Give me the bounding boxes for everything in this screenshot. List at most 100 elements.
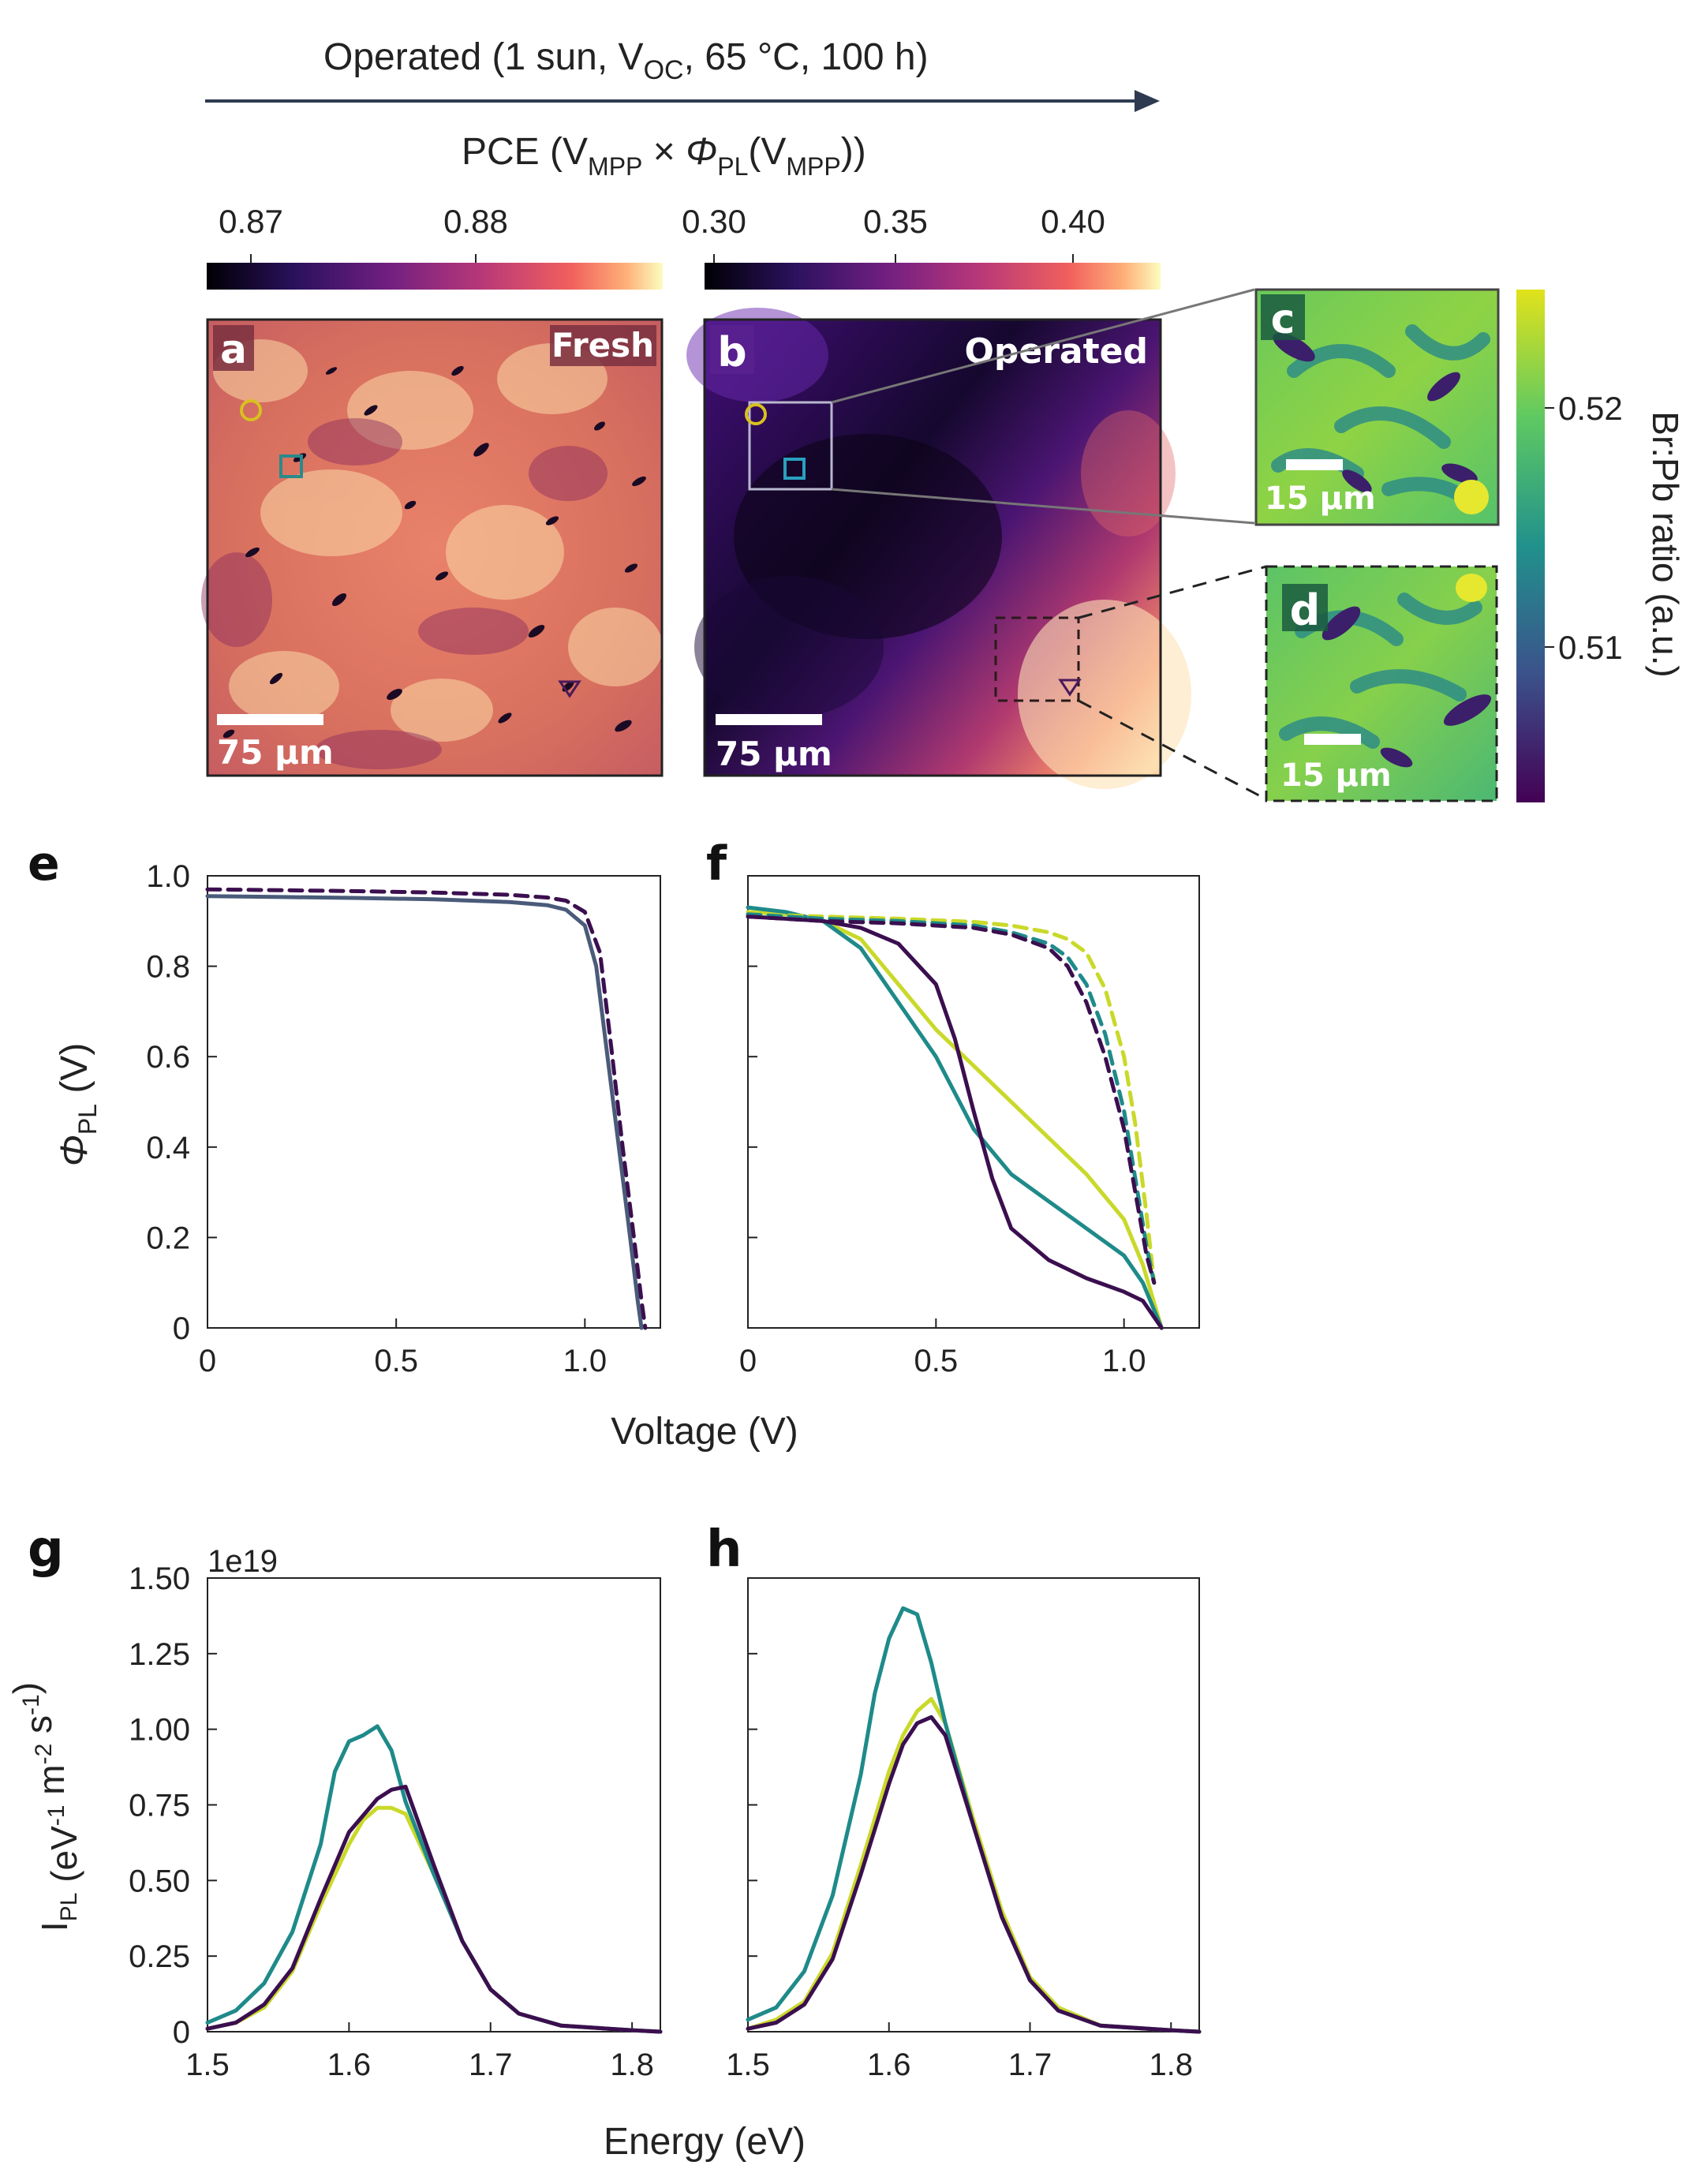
x-tick-label: 1.5 — [726, 2048, 770, 2082]
panel-label-e: e — [28, 836, 60, 892]
roi-triangle-icon — [1058, 679, 1082, 697]
image-tag-fresh: Fresh — [551, 326, 654, 365]
series-line — [746, 1715, 1202, 2034]
series-line — [746, 912, 1157, 1285]
y-label-part: I — [34, 1921, 75, 1932]
colorbar-operated-tick: 0.35 — [863, 203, 928, 240]
series-line — [205, 894, 644, 1330]
colorbar-operated-tick: 0.40 — [1041, 203, 1105, 240]
y-tick-label: 1.50 — [129, 1561, 190, 1596]
y-tick-label: 1.0 — [146, 859, 190, 894]
pce-title: PCE (VMPP × ΦPL(VMPP)) — [462, 131, 866, 181]
y-label-sub: PL — [73, 1104, 102, 1135]
roi-square-icon — [279, 454, 303, 478]
image-operated-map — [686, 308, 1191, 789]
x-tick-label: 1.0 — [563, 1344, 608, 1378]
series-line — [746, 1696, 1202, 2034]
arrow-head-icon — [1135, 90, 1160, 112]
y-label-part: s — [18, 1715, 59, 1744]
y-tick-label: 0.4 — [146, 1131, 190, 1165]
colorbar-br-pb-tick: 0.52 — [1558, 390, 1623, 427]
colorbar-br-pb — [1516, 290, 1545, 802]
x-tick-label: 1.7 — [469, 2048, 513, 2082]
y-axis-label-intensity: IPL (eV-1 m-2 s-1) — [6, 1682, 84, 1932]
y-tick-label: 0.6 — [146, 1040, 190, 1075]
chart-f: 0 0.5 1.0 — [739, 875, 1200, 1378]
series-line — [205, 1785, 663, 2034]
y-tick-label: 0 — [173, 1311, 190, 1346]
offset-text: 1e19 — [207, 1544, 278, 1579]
charts: 0 0.5 1.000.20.40.60.81.00 0.5 1.01.5 1.6 1.7 1… — [6, 859, 1202, 2163]
x-tick-label: 1.7 — [1008, 2048, 1052, 2082]
y-label-part: m — [31, 1764, 72, 1804]
x-tick-label: 0 — [199, 1344, 216, 1378]
image-fresh-map — [201, 320, 663, 776]
panel-label-h: h — [706, 1520, 742, 1579]
chart-e: 0 0.5 1.0 0 0.2 0.4 0.6 0.8 1.0 — [146, 859, 661, 1378]
x-tick-label: 1.0 — [1102, 1344, 1146, 1378]
colorbar-operated — [705, 263, 1161, 290]
scale-bar — [1304, 734, 1361, 745]
panel-label-g: g — [28, 1520, 64, 1579]
scale-bar-label: 75 µm — [716, 735, 832, 773]
roi-triangle-icon — [558, 680, 581, 698]
y-label-sup: -1 — [43, 1805, 69, 1827]
x-axis-label-energy: Energy (eV) — [604, 2121, 806, 2163]
zoom-box-c — [748, 401, 833, 491]
y-label-part: (eV — [43, 1826, 84, 1893]
series-line — [746, 914, 1157, 1285]
x-tick-label: 1.8 — [1149, 2048, 1193, 2082]
x-tick-label: 0.5 — [374, 1344, 418, 1378]
scale-bar — [716, 714, 822, 725]
colorbar-fresh-tick: 0.88 — [443, 203, 508, 240]
colorbar-br-pb-tick: 0.51 — [1558, 629, 1623, 666]
image-tag-operated: Operated — [964, 331, 1148, 372]
colorbar-br-pb-label: Br:Pb ratio (a.u.) — [1645, 411, 1686, 677]
panel-label-c: c — [1271, 296, 1295, 343]
series-line — [205, 887, 648, 1330]
operated-title: Operated (1 sun, VOC, 65 °C, 100 h) — [323, 36, 929, 85]
y-axis-label-phi: ΦPL (V) — [54, 1043, 102, 1167]
panel-label-f: f — [706, 836, 727, 892]
plot-frame — [747, 1577, 1200, 2033]
series-line — [746, 912, 1157, 1285]
y-label-sup: -1 — [18, 1694, 44, 1715]
panel-label-b: b — [717, 329, 746, 376]
x-axis-label-voltage: Voltage (V) — [611, 1411, 798, 1453]
chart-g: 1.5 1.6 1.7 1.8 0 0.25 0.50 0.75 1.00 1.25 1.50 1e1… — [129, 1544, 663, 2082]
x-tick-label: 0 — [739, 1344, 757, 1378]
series-line — [205, 1805, 663, 2034]
y-tick-label: 0.8 — [146, 950, 190, 985]
series-line — [205, 1724, 663, 2034]
scale-bar — [1286, 459, 1343, 470]
colorbar-fresh-tick: 0.87 — [219, 203, 283, 240]
x-tick-label: 1.8 — [610, 2048, 654, 2082]
series-line — [746, 905, 1164, 1330]
zoom-box-d — [994, 616, 1080, 702]
y-tick-label: 0.50 — [129, 1864, 190, 1898]
scale-bar-label: 15 µm — [1265, 481, 1376, 517]
chart-h: 1.5 1.6 1.7 1.8 — [726, 1577, 1202, 2082]
roi-square-icon — [783, 458, 806, 480]
x-tick-label: 0.5 — [914, 1344, 959, 1378]
scale-bar — [217, 714, 323, 725]
roi-circle-icon — [745, 403, 767, 425]
plot-frame — [747, 875, 1200, 1329]
y-label-sub: PL — [56, 1893, 82, 1922]
x-tick-label: 1.5 — [185, 2048, 230, 2082]
x-tick-label: 1.6 — [327, 2048, 372, 2082]
y-label-sup: -2 — [31, 1744, 57, 1765]
y-tick-label: 0.2 — [146, 1221, 190, 1255]
y-tick-label: 1.25 — [129, 1637, 190, 1672]
scale-bar-label: 75 µm — [217, 733, 334, 772]
panel-label-d: d — [1290, 585, 1321, 635]
x-tick-label: 1.6 — [867, 2048, 911, 2082]
y-tick-label: 0.25 — [129, 1939, 190, 1974]
y-label-part: (V) — [54, 1043, 95, 1104]
y-tick-label: 1.00 — [129, 1713, 190, 1748]
plot-frame — [207, 875, 661, 1329]
panel-label-a: a — [220, 327, 247, 372]
y-label-part: Φ — [54, 1135, 95, 1166]
y-label-part: ) — [6, 1682, 47, 1694]
